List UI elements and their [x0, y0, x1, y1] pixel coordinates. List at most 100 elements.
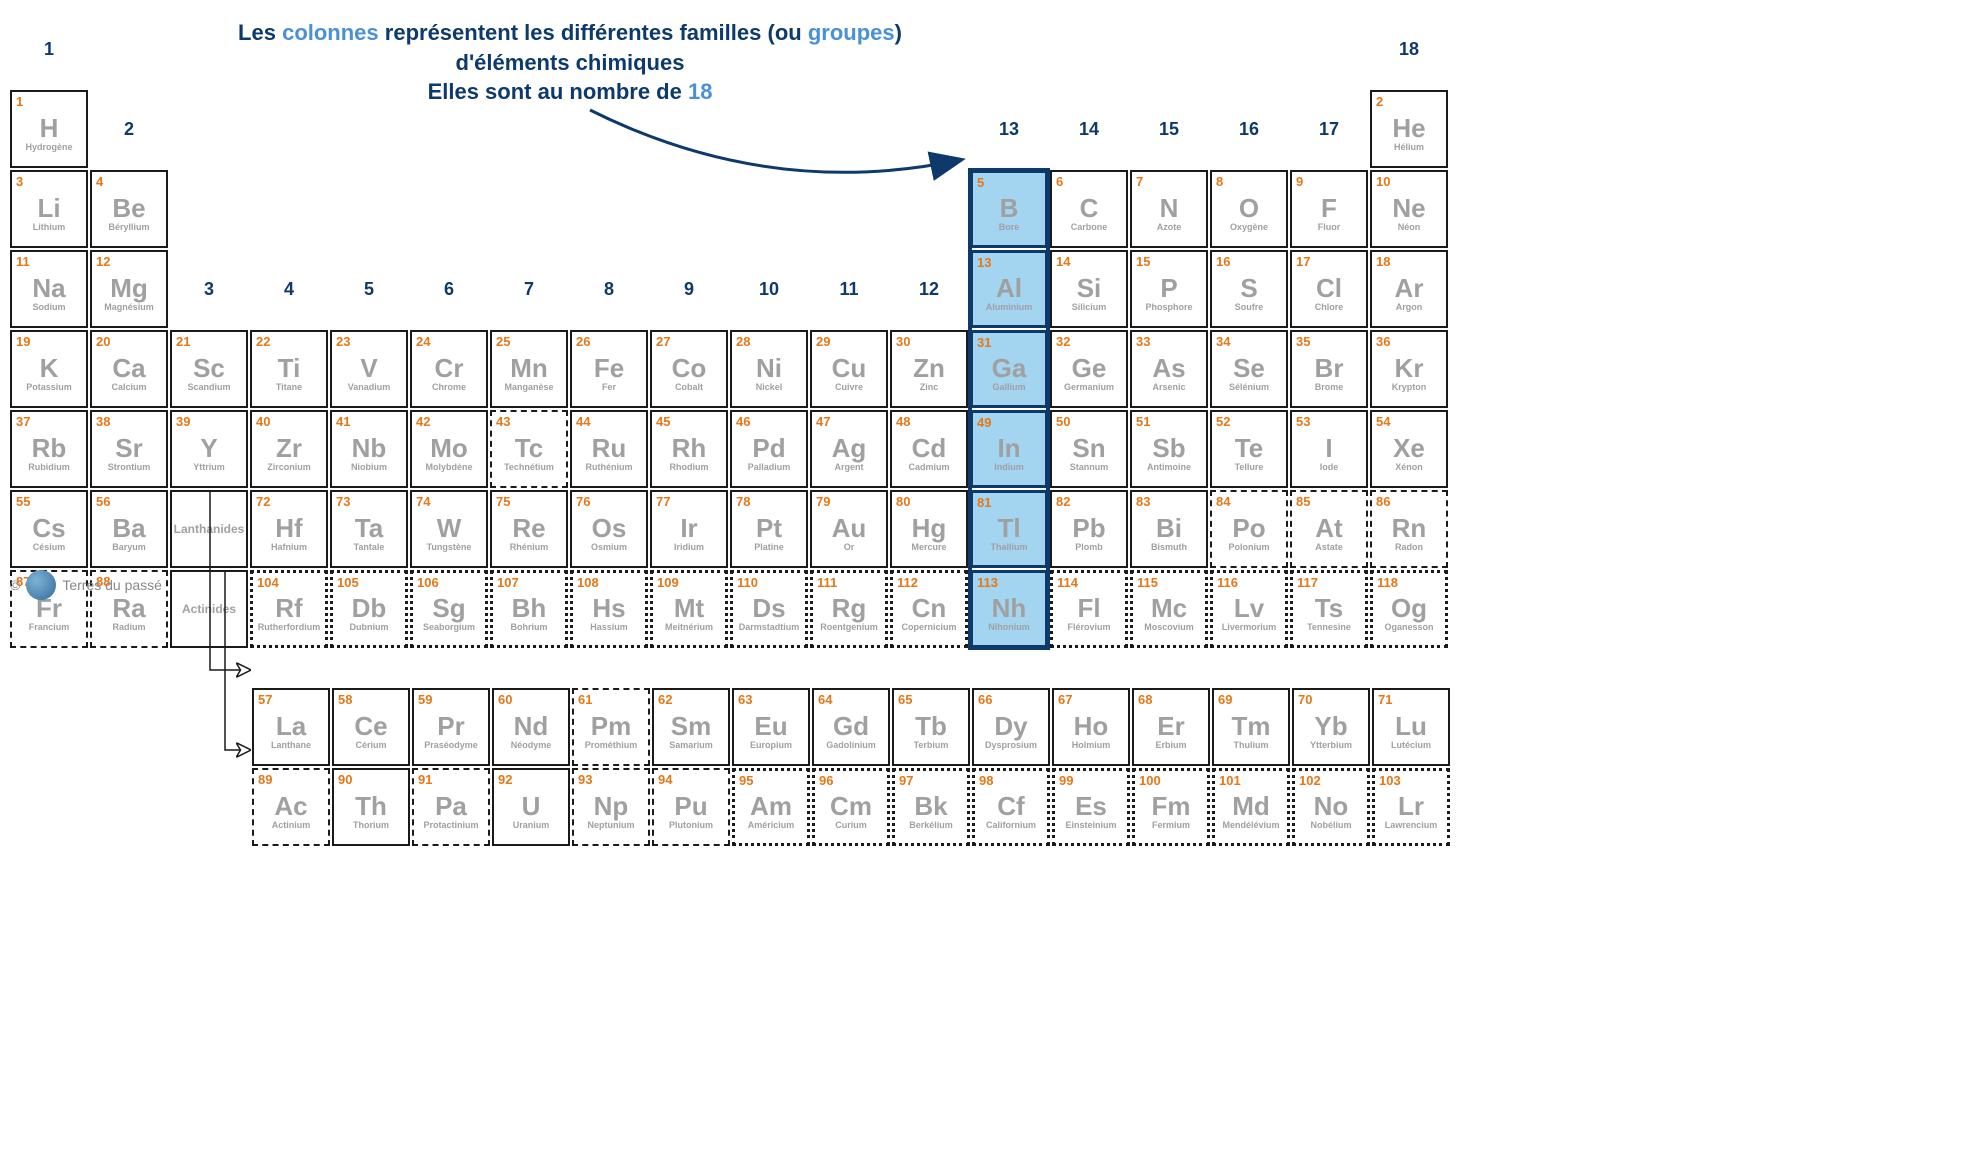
- atomic-number: 34: [1216, 334, 1230, 349]
- element-cell-Tm: 69TmThulium: [1212, 688, 1290, 766]
- element-name: Praséodyme: [424, 740, 478, 750]
- element-name: Carbone: [1071, 222, 1108, 232]
- atomic-number: 9: [1296, 174, 1303, 189]
- atomic-number: 98: [979, 773, 993, 788]
- element-symbol: Rb: [32, 433, 67, 464]
- element-symbol: Ac: [274, 791, 307, 822]
- element-symbol: Si: [1077, 273, 1102, 304]
- element-symbol: Bh: [512, 593, 547, 624]
- column-label-18: 18: [1370, 10, 1448, 88]
- atomic-number: 94: [658, 772, 672, 787]
- element-name: Silicium: [1072, 302, 1107, 312]
- element-name: Lithium: [33, 222, 66, 232]
- element-cell-Ta: 73TaTantale: [330, 490, 408, 568]
- element-symbol: Cu: [832, 353, 867, 384]
- element-name: Livermorium: [1222, 622, 1277, 632]
- element-symbol: Er: [1157, 711, 1184, 742]
- atomic-number: 99: [1059, 773, 1073, 788]
- element-symbol: Hs: [592, 593, 625, 624]
- atomic-number: 57: [258, 692, 272, 707]
- element-cell-Y: 39YYttrium: [170, 410, 248, 488]
- element-name: Polonium: [1229, 542, 1270, 552]
- atomic-number: 96: [819, 773, 833, 788]
- column-label-6: 6: [410, 250, 488, 328]
- element-cell-Sg: 106SgSeaborgium: [410, 570, 488, 648]
- element-symbol: Lr: [1398, 791, 1424, 822]
- element-symbol: Ho: [1074, 711, 1109, 742]
- atomic-number: 73: [336, 494, 350, 509]
- element-name: Hélium: [1394, 142, 1424, 152]
- element-symbol: Xe: [1393, 433, 1425, 464]
- atomic-number: 23: [336, 334, 350, 349]
- atomic-number: 89: [258, 772, 272, 787]
- element-cell-Hf: 72HfHafnium: [250, 490, 328, 568]
- atomic-number: 44: [576, 414, 590, 429]
- element-cell-Cr: 24CrChrome: [410, 330, 488, 408]
- element-name: Radium: [112, 622, 145, 632]
- element-cell-Nb: 41NbNiobium: [330, 410, 408, 488]
- column-label-4: 4: [250, 250, 328, 328]
- element-symbol: V: [360, 353, 377, 384]
- element-symbol: La: [276, 711, 306, 742]
- caption-keyword: groupes: [808, 20, 895, 45]
- element-cell-O: 8OOxygène: [1210, 170, 1288, 248]
- element-symbol: H: [40, 113, 59, 144]
- element-symbol: Th: [355, 791, 387, 822]
- element-symbol: Re: [512, 513, 545, 544]
- element-cell-Bi: 83BiBismuth: [1130, 490, 1208, 568]
- element-name: Mendélévium: [1222, 820, 1279, 830]
- element-cell-Li: 3LiLithium: [10, 170, 88, 248]
- caption-text: Elles sont au nombre de: [428, 79, 688, 104]
- element-cell-Ho: 67HoHolmium: [1052, 688, 1130, 766]
- atomic-number: 42: [416, 414, 430, 429]
- element-cell-S: 16SSoufre: [1210, 250, 1288, 328]
- atomic-number: 67: [1058, 692, 1072, 707]
- element-symbol: Li: [37, 193, 60, 224]
- element-symbol: Br: [1315, 353, 1344, 384]
- element-name: Holmium: [1072, 740, 1111, 750]
- column-label-12: 12: [890, 250, 968, 328]
- element-cell-Er: 68ErErbium: [1132, 688, 1210, 766]
- element-symbol: Pu: [674, 791, 707, 822]
- element-symbol: Pa: [435, 791, 467, 822]
- element-cell-Hg: 80HgMercure: [890, 490, 968, 568]
- atomic-number: 11: [16, 254, 30, 269]
- element-symbol: Kr: [1395, 353, 1424, 384]
- element-name: Hassium: [590, 622, 628, 632]
- element-cell-Ds: 110DsDarmstadtium: [730, 570, 808, 648]
- element-cell-Bh: 107BhBohrium: [490, 570, 568, 648]
- element-symbol: Zr: [276, 433, 302, 464]
- element-symbol: Nd: [514, 711, 549, 742]
- element-cell-Db: 105DbDubnium: [330, 570, 408, 648]
- element-cell-Mo: 42MoMolybdène: [410, 410, 488, 488]
- atomic-number: 4: [96, 174, 103, 189]
- element-cell-Cl: 17ClChlore: [1290, 250, 1368, 328]
- element-symbol: Lv: [1234, 593, 1264, 624]
- credit: © Terres du passé: [10, 570, 162, 600]
- element-cell-Os: 76OsOsmium: [570, 490, 648, 568]
- element-name: Tennesine: [1307, 622, 1351, 632]
- element-cell-Hs: 108HsHassium: [570, 570, 648, 648]
- element-cell-Ar: 18ArArgon: [1370, 250, 1448, 328]
- element-name: Gallium: [992, 382, 1025, 392]
- element-name: Vanadium: [348, 382, 391, 392]
- atomic-number: 113: [977, 575, 998, 590]
- element-cell-N: 7NAzote: [1130, 170, 1208, 248]
- element-cell-Yb: 70YbYtterbium: [1292, 688, 1370, 766]
- atomic-number: 39: [176, 414, 190, 429]
- caption-text: Les: [238, 20, 282, 45]
- caption-text: d'éléments chimiques: [210, 48, 930, 78]
- element-symbol: Cm: [830, 791, 872, 822]
- element-cell-Ir: 77IrIridium: [650, 490, 728, 568]
- column-label-1: 1: [10, 10, 88, 88]
- element-symbol: Ag: [832, 433, 867, 464]
- atomic-number: 69: [1218, 692, 1232, 707]
- element-symbol: Ge: [1072, 353, 1107, 384]
- element-symbol: Pd: [752, 433, 785, 464]
- element-name: Gadolinium: [826, 740, 876, 750]
- element-name: Dysprosium: [985, 740, 1037, 750]
- atomic-number: 77: [656, 494, 670, 509]
- column-label-15: 15: [1130, 90, 1208, 168]
- element-name: Moscovium: [1144, 622, 1194, 632]
- atomic-number: 20: [96, 334, 110, 349]
